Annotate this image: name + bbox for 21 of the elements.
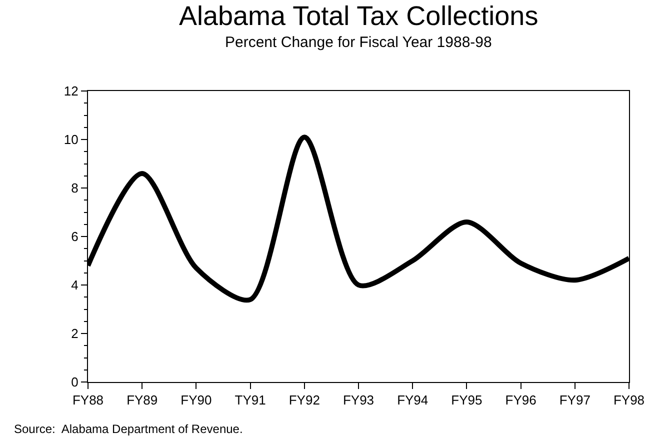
y-tick-label: 10 — [64, 132, 78, 148]
x-tick-label: FY96 — [505, 392, 536, 408]
x-tick-label: FY88 — [72, 392, 104, 408]
y-tick-label: 6 — [71, 229, 78, 244]
y-tick-label: 4 — [71, 278, 78, 293]
x-tick-label: FY93 — [342, 392, 374, 408]
x-tick-label: FY89 — [126, 392, 158, 408]
x-tick-label: FY97 — [559, 392, 590, 408]
x-tick-label: FY92 — [288, 392, 320, 408]
x-tick-label: FY95 — [451, 392, 482, 408]
x-tick-label: FY98 — [613, 392, 645, 408]
y-tick-label: 8 — [71, 180, 78, 196]
chart-subtitle: Percent Change for Fiscal Year 1988-98 — [225, 34, 492, 51]
x-tick-label: FY90 — [180, 392, 212, 408]
y-tick-label: 12 — [64, 84, 78, 99]
y-tick-label: 0 — [71, 374, 78, 390]
x-tick-label: FY94 — [397, 392, 428, 408]
source-note: Source: Alabama Department of Revenue. — [14, 422, 243, 436]
chart-title: Alabama Total Tax Collections — [179, 1, 538, 31]
x-tick-label: TY91 — [234, 392, 266, 408]
y-tick-label: 2 — [71, 326, 78, 342]
